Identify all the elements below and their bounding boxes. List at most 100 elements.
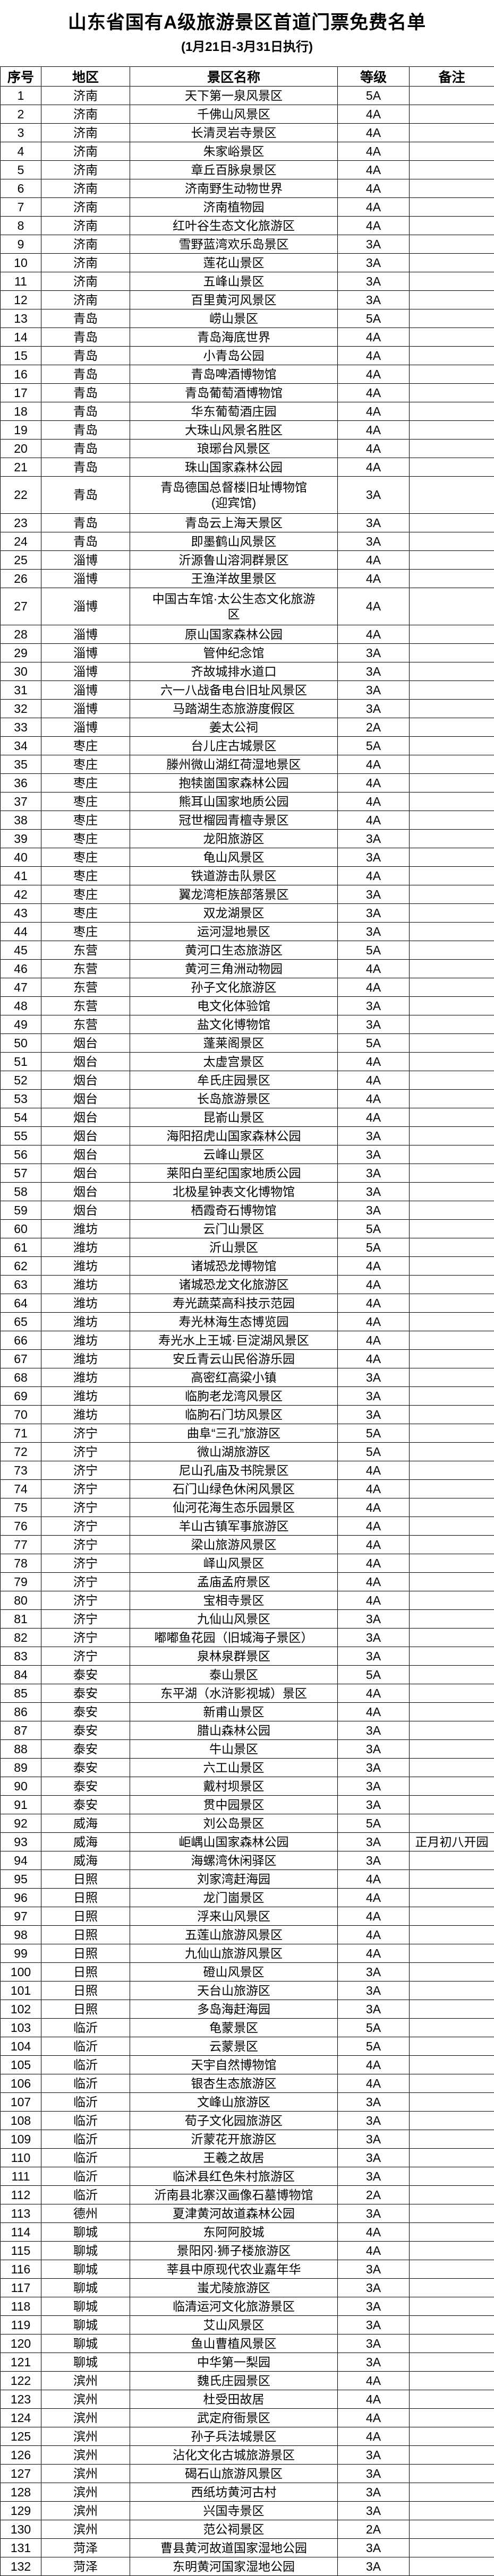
cell-name: 石门山绿色休闲风景区 — [130, 1480, 338, 1498]
cell-no: 56 — [1, 1145, 41, 1164]
cell-region: 日照 — [41, 1963, 130, 1981]
cell-name: 珠山国家森林公园 — [130, 458, 338, 477]
title-block: 山东省国有A级旅游景区首道门票免费名单 (1月21日-3月31日执行) — [0, 0, 494, 66]
cell-no: 34 — [1, 737, 41, 755]
cell-grade: 4A — [338, 2242, 410, 2260]
cell-region: 泰安 — [41, 1666, 130, 1684]
cell-remark — [410, 848, 494, 867]
cell-no: 37 — [1, 792, 41, 811]
cell-grade: 5A — [338, 1220, 410, 1238]
cell-region: 青岛 — [41, 514, 130, 532]
cell-grade: 4A — [338, 142, 410, 161]
cell-region: 淄博 — [41, 644, 130, 662]
cell-remark — [410, 1907, 494, 1926]
cell-no: 94 — [1, 1851, 41, 1870]
cell-region: 潍坊 — [41, 1276, 130, 1294]
cell-region: 济南 — [41, 161, 130, 179]
cell-no: 66 — [1, 1331, 41, 1350]
cell-no: 111 — [1, 2167, 41, 2186]
cell-region: 泰安 — [41, 1740, 130, 1759]
cell-region: 临沂 — [41, 2130, 130, 2149]
cell-grade: 4A — [338, 1498, 410, 1517]
cell-remark — [410, 1480, 494, 1498]
column-header-region: 地区 — [41, 67, 130, 87]
cell-grade: 3A — [338, 2502, 410, 2520]
cell-name: 马踏湖生态旅游度假区 — [130, 700, 338, 718]
cell-grade: 3A — [338, 1740, 410, 1759]
cell-no: 99 — [1, 1944, 41, 1963]
cell-name: 浮来山风景区 — [130, 1907, 338, 1926]
cell-name: 碣石山旅游风景区 — [130, 2465, 338, 2483]
cell-name: 太虚宫景区 — [130, 1053, 338, 1071]
cell-name: 孙子文化旅游区 — [130, 978, 338, 997]
cell-remark — [410, 1647, 494, 1666]
cell-remark — [410, 1387, 494, 1406]
cell-region: 青岛 — [41, 384, 130, 402]
cell-name: 莱阳白垩纪国家地质公园 — [130, 1164, 338, 1183]
cell-grade: 5A — [338, 1238, 410, 1257]
cell-grade: 4A — [338, 1554, 410, 1573]
cell-name: 兴国寺景区 — [130, 2502, 338, 2520]
cell-region: 滨州 — [41, 2409, 130, 2427]
cell-no: 4 — [1, 142, 41, 161]
cell-no: 104 — [1, 2037, 41, 2056]
cell-no: 29 — [1, 644, 41, 662]
cell-region: 泰安 — [41, 1684, 130, 1703]
cell-no: 9 — [1, 235, 41, 254]
cell-grade: 4A — [338, 551, 410, 570]
cell-grade: 5A — [338, 1034, 410, 1053]
cell-name: 天宇自然博物馆 — [130, 2056, 338, 2074]
cell-no: 13 — [1, 309, 41, 328]
cell-remark — [410, 1461, 494, 1480]
cell-name: 千佛山风景区 — [130, 105, 338, 124]
cell-remark — [410, 1759, 494, 1777]
cell-no: 70 — [1, 1406, 41, 1424]
cell-no: 49 — [1, 1015, 41, 1034]
cell-remark — [410, 1276, 494, 1294]
cell-grade: 3A — [338, 1629, 410, 1647]
cell-name: 济南野生动物世界 — [130, 179, 338, 198]
cell-remark — [410, 1443, 494, 1461]
cell-remark — [410, 718, 494, 737]
cell-name: 龙门崮景区 — [130, 1889, 338, 1907]
cell-remark — [410, 830, 494, 848]
cell-name: 云蒙景区 — [130, 2037, 338, 2056]
cell-remark — [410, 1201, 494, 1220]
cell-name: 红叶谷生态文化旅游区 — [130, 217, 338, 235]
cell-name: 青岛云上海天景区 — [130, 514, 338, 532]
cell-grade: 3A — [338, 2446, 410, 2465]
cell-name: 临沭县红色朱村旅游区 — [130, 2167, 338, 2186]
cell-grade: 3A — [338, 644, 410, 662]
cell-region: 日照 — [41, 1944, 130, 1963]
cell-name: 原山国家森林公园 — [130, 625, 338, 644]
cell-no: 2 — [1, 105, 41, 124]
cell-name: 九仙山风景区 — [130, 1610, 338, 1629]
cell-no: 10 — [1, 254, 41, 272]
cell-region: 济宁 — [41, 1424, 130, 1443]
cell-no: 40 — [1, 848, 41, 867]
cell-grade: 3A — [338, 681, 410, 700]
cell-remark — [410, 309, 494, 328]
cell-name: 高密红高粱小镇 — [130, 1368, 338, 1387]
cell-grade: 5A — [338, 1443, 410, 1461]
cell-grade: 5A — [338, 1814, 410, 1833]
cell-region: 淄博 — [41, 700, 130, 718]
cell-remark — [410, 347, 494, 365]
cell-remark — [410, 514, 494, 532]
cell-grade: 4A — [338, 2074, 410, 2093]
cell-region: 潍坊 — [41, 1313, 130, 1331]
cell-grade: 3A — [338, 830, 410, 848]
cell-region: 临沂 — [41, 2037, 130, 2056]
